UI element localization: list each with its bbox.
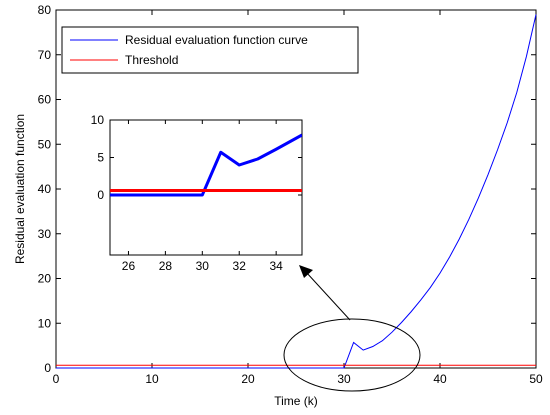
inset-y-tick-label: 0 <box>97 188 104 202</box>
y-tick-label: 60 <box>38 93 52 107</box>
x-tick-label: 0 <box>53 372 60 386</box>
legend-box <box>61 26 359 74</box>
legend-label: Residual evaluation function curve <box>125 33 308 47</box>
x-tick-label: 40 <box>433 372 447 386</box>
y-tick-label: 20 <box>38 272 52 286</box>
inset-series-line-residual <box>110 133 302 197</box>
y-tick-label: 70 <box>38 48 52 62</box>
inset-y-tick-label: 5 <box>97 151 104 165</box>
y-tick-label: 30 <box>38 227 52 241</box>
zoom-arrow-head <box>299 265 313 278</box>
x-tick-label: 30 <box>337 372 351 386</box>
zoom-annotation <box>283 265 421 392</box>
inset-x-tick-label: 30 <box>196 259 210 273</box>
y-tick-label: 40 <box>38 182 52 196</box>
zoom-arrow-shaft <box>305 271 351 321</box>
inset-x-tick-label: 32 <box>233 259 247 273</box>
inset-plot: 26 28 30 32 34 0 5 10 <box>91 113 303 273</box>
y-axis-label: Residual evaluation function <box>13 114 27 264</box>
y-tick-label: 10 <box>38 316 52 330</box>
zoom-ellipse <box>283 318 421 392</box>
legend-label: Threshold <box>125 53 178 67</box>
legend: Residual evaluation function curve Thresh… <box>61 26 359 74</box>
x-tick-label: 50 <box>529 372 543 386</box>
y-tick-label: 80 <box>38 3 52 17</box>
y-tick-label: 50 <box>38 137 52 151</box>
x-tick-label: 10 <box>145 372 159 386</box>
x-tick-label: 20 <box>241 372 255 386</box>
inset-y-tick-label: 10 <box>91 113 105 127</box>
x-axis-label: Time (k) <box>274 394 318 408</box>
series-line-residual <box>56 14 537 369</box>
inset-x-tick-label: 26 <box>122 259 136 273</box>
inset-x-tick-label: 28 <box>159 259 173 273</box>
inset-x-tick-label: 34 <box>269 259 283 273</box>
y-tick-label: 0 <box>44 361 51 375</box>
